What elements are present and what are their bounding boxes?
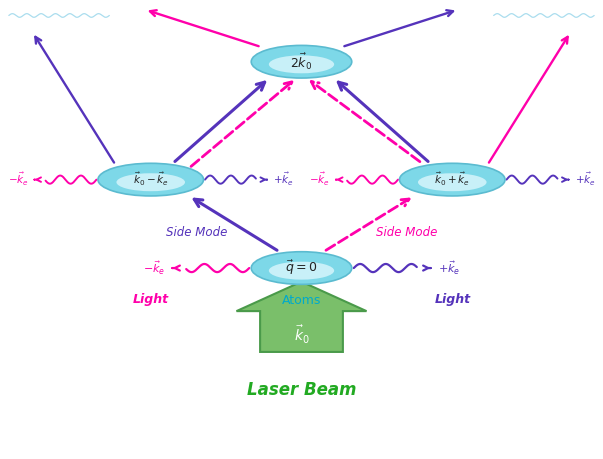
Ellipse shape (251, 252, 352, 285)
Text: Side Mode: Side Mode (376, 226, 438, 240)
Ellipse shape (98, 163, 203, 196)
Ellipse shape (116, 173, 185, 191)
Text: $+\vec{k}_e$: $+\vec{k}_e$ (438, 259, 460, 277)
Text: $+\vec{k}_e$: $+\vec{k}_e$ (575, 171, 596, 188)
Text: $2\vec{k}_0$: $2\vec{k}_0$ (290, 51, 313, 72)
Text: Atoms: Atoms (282, 293, 321, 307)
Text: $-\vec{k}_e$: $-\vec{k}_e$ (7, 171, 28, 188)
Ellipse shape (269, 262, 334, 280)
Polygon shape (236, 282, 367, 352)
Text: $-\vec{k}_e$: $-\vec{k}_e$ (143, 259, 165, 277)
Text: $\vec{k}_0+\vec{k}_e$: $\vec{k}_0+\vec{k}_e$ (434, 171, 470, 188)
Text: $+\vec{k}_e$: $+\vec{k}_e$ (273, 171, 294, 188)
Text: Light: Light (133, 293, 169, 306)
Text: $\vec{k}_0-\vec{k}_e$: $\vec{k}_0-\vec{k}_e$ (133, 171, 169, 188)
Text: $-\vec{k}_e$: $-\vec{k}_e$ (309, 171, 330, 188)
Ellipse shape (418, 173, 487, 191)
Text: Light: Light (434, 293, 470, 306)
Text: $\vec{k}_0$: $\vec{k}_0$ (294, 324, 309, 346)
Text: Laser Beam: Laser Beam (247, 381, 356, 399)
Text: $\vec{q}=0$: $\vec{q}=0$ (285, 259, 318, 277)
Ellipse shape (251, 45, 352, 78)
Text: Side Mode: Side Mode (165, 226, 227, 240)
Ellipse shape (400, 163, 505, 196)
Ellipse shape (269, 56, 334, 73)
